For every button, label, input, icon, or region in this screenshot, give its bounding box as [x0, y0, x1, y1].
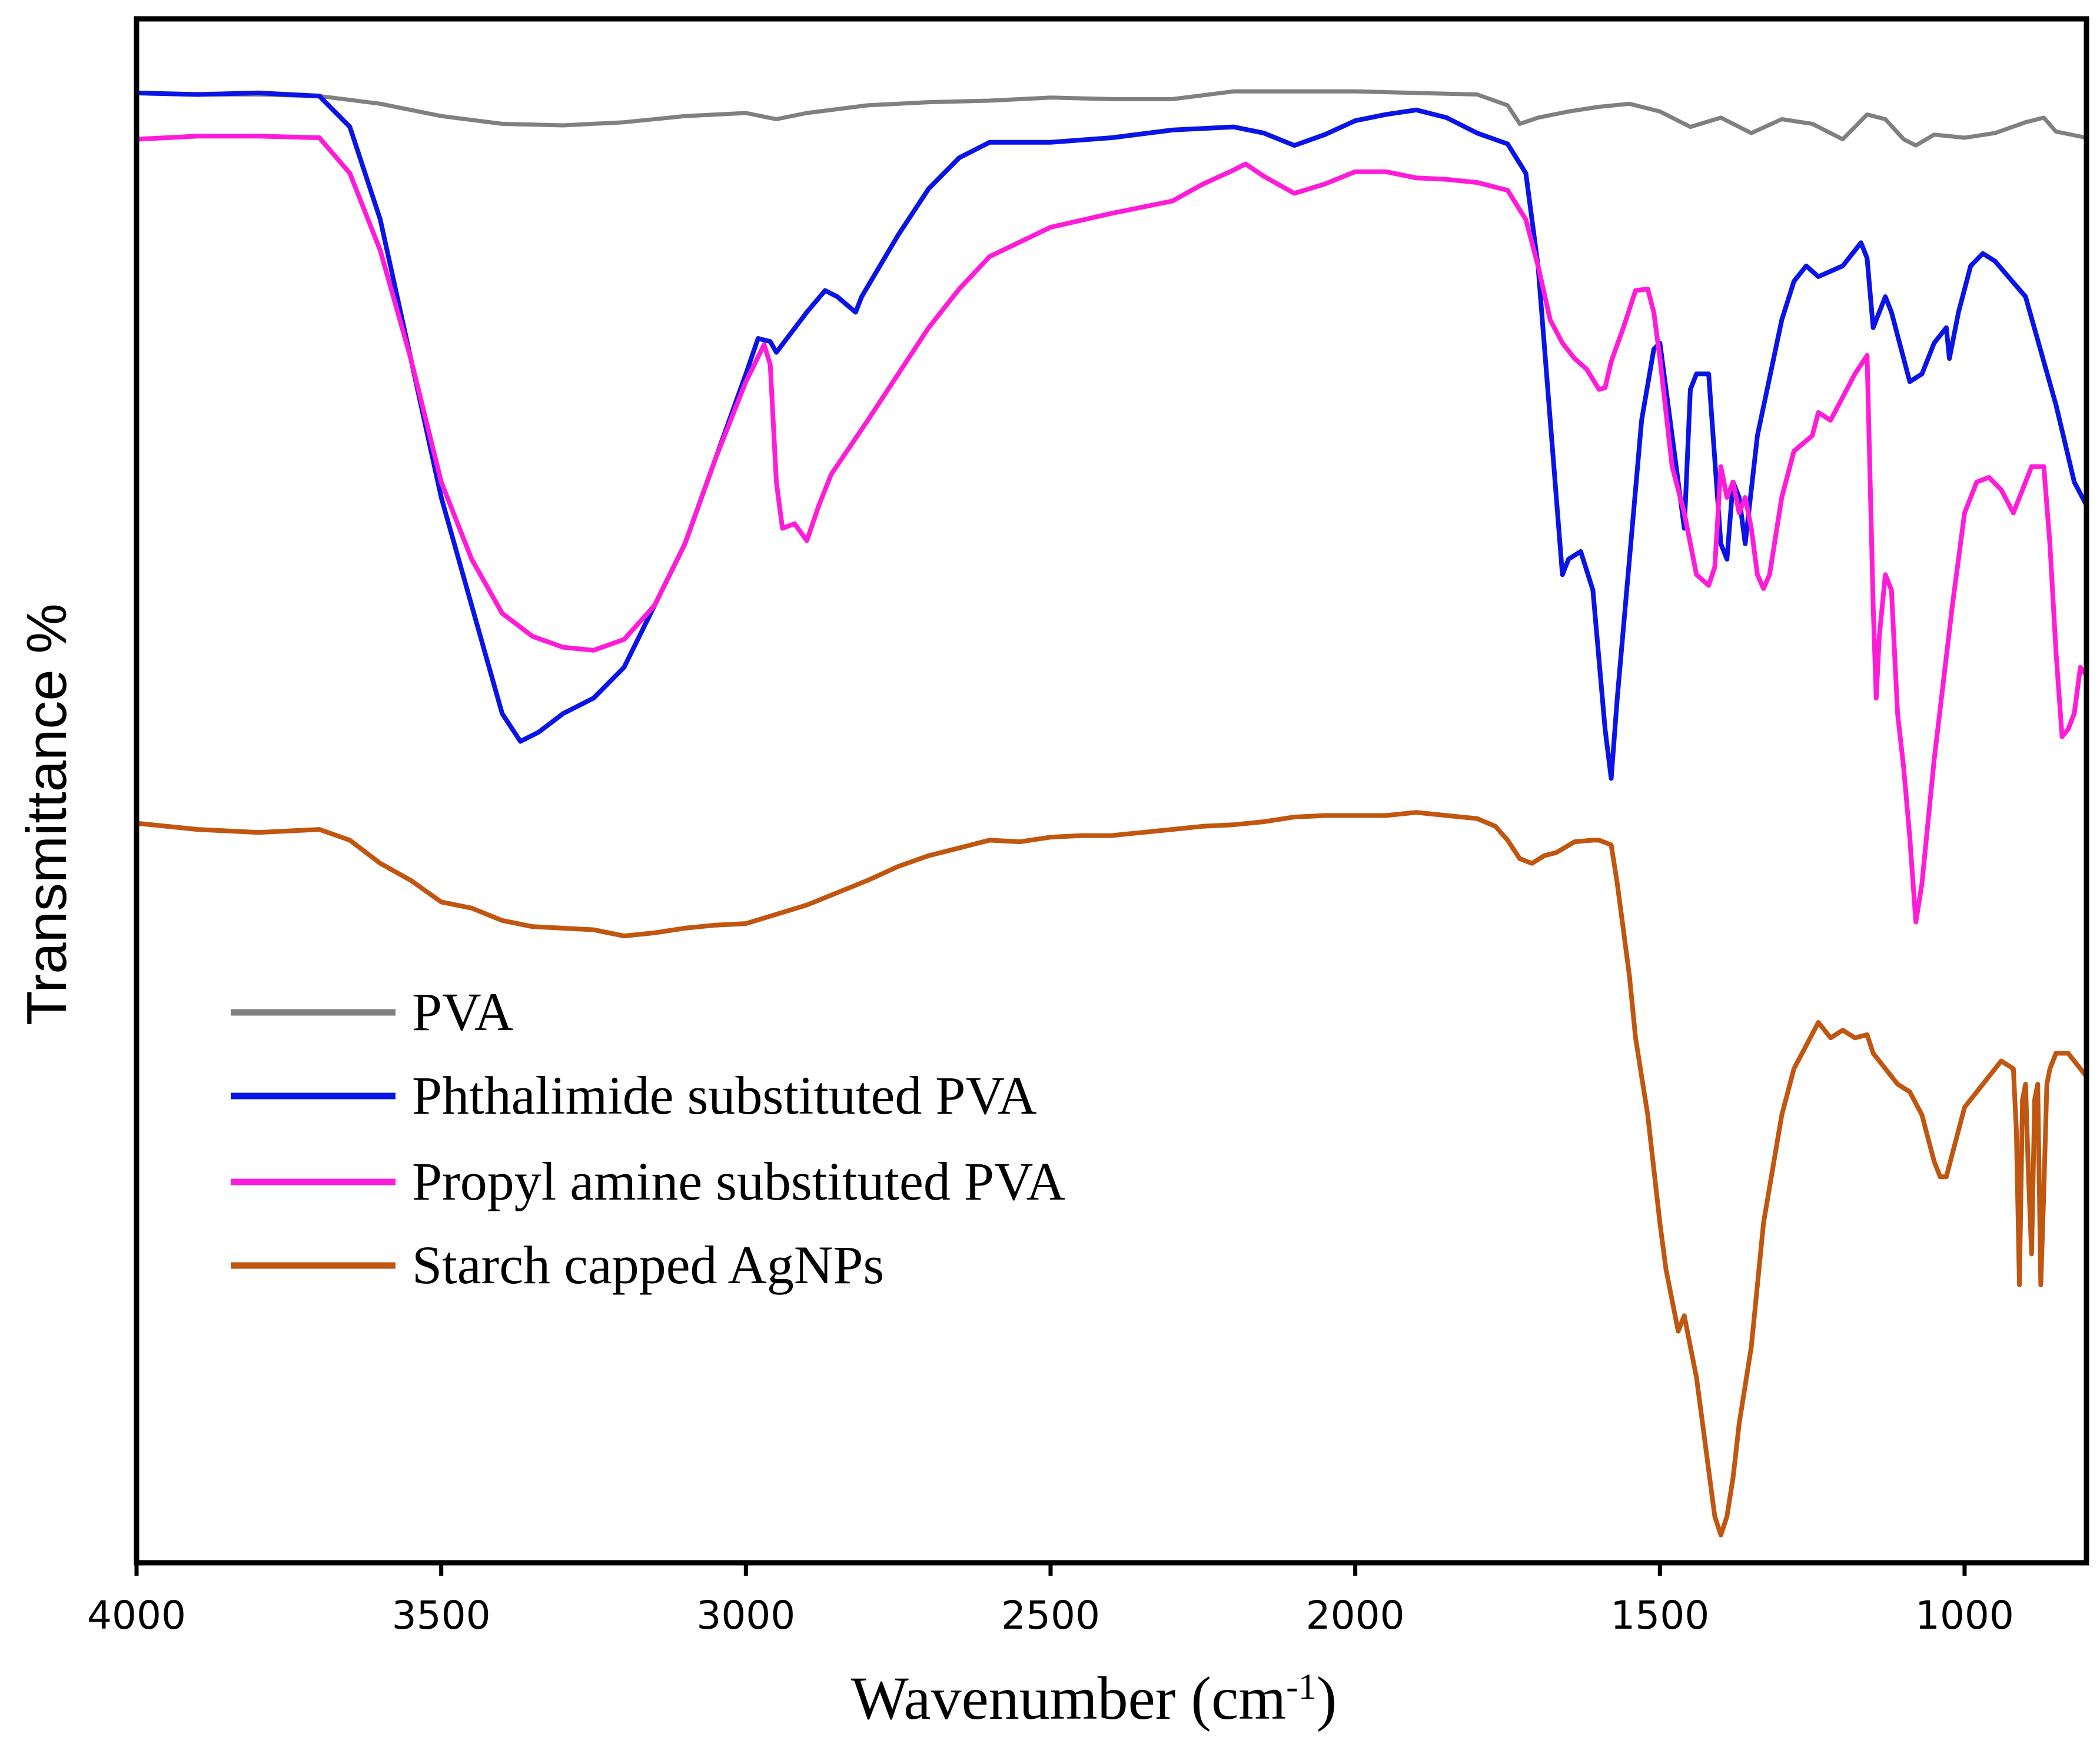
x-tick-label-4000: 4000 [87, 1593, 186, 1638]
x-tick-label-2500: 2500 [1001, 1593, 1100, 1638]
x-axis-label: Wavenumber (cm-1) [851, 1665, 1337, 1732]
x-axis-label-base: Wavenumber (cm [851, 1665, 1287, 1732]
series-line-4 [134, 810, 2089, 1537]
legend: PVA Phthalimide substituted PVA Propyl ami… [231, 982, 1065, 1295]
x-tick-label-3500: 3500 [392, 1593, 491, 1638]
legend-label-3: Propyl amine substituted PVA [412, 1151, 1065, 1211]
x-tick-label-1000: 1000 [1915, 1593, 2014, 1638]
plot-frame [134, 16, 2089, 1566]
legend-label-2: Phthalimide substituted PVA [412, 1065, 1037, 1125]
x-tick-label-1500: 1500 [1610, 1593, 1709, 1638]
series-layer [134, 89, 2089, 1537]
x-axis: 4000 3500 3000 2500 2000 1500 1000 [87, 1563, 2014, 1638]
x-axis-label-close: ) [1317, 1665, 1337, 1732]
series-line-1 [134, 89, 2089, 148]
legend-label-4: Starch capped AgNPs [412, 1235, 884, 1295]
x-tick-label-3000: 3000 [696, 1593, 795, 1638]
x-axis-label-superscript: -1 [1286, 1667, 1317, 1707]
series-line-3 [134, 134, 2089, 925]
legend-label-1: PVA [412, 982, 513, 1042]
y-axis-label: Transmittance % [15, 603, 78, 1025]
x-tick-label-2000: 2000 [1306, 1593, 1405, 1638]
